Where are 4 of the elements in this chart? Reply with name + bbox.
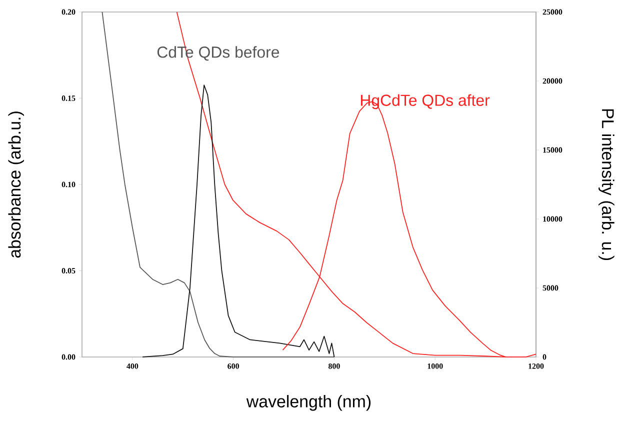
y2-axis-title: PL intensity (arb. u.) [598,109,614,260]
annotation: HgCdTe QDs after [360,94,490,110]
y-axis-title: absorbance (arb.u.) [8,112,24,258]
x-axis-title: wavelength (nm) [246,395,371,411]
